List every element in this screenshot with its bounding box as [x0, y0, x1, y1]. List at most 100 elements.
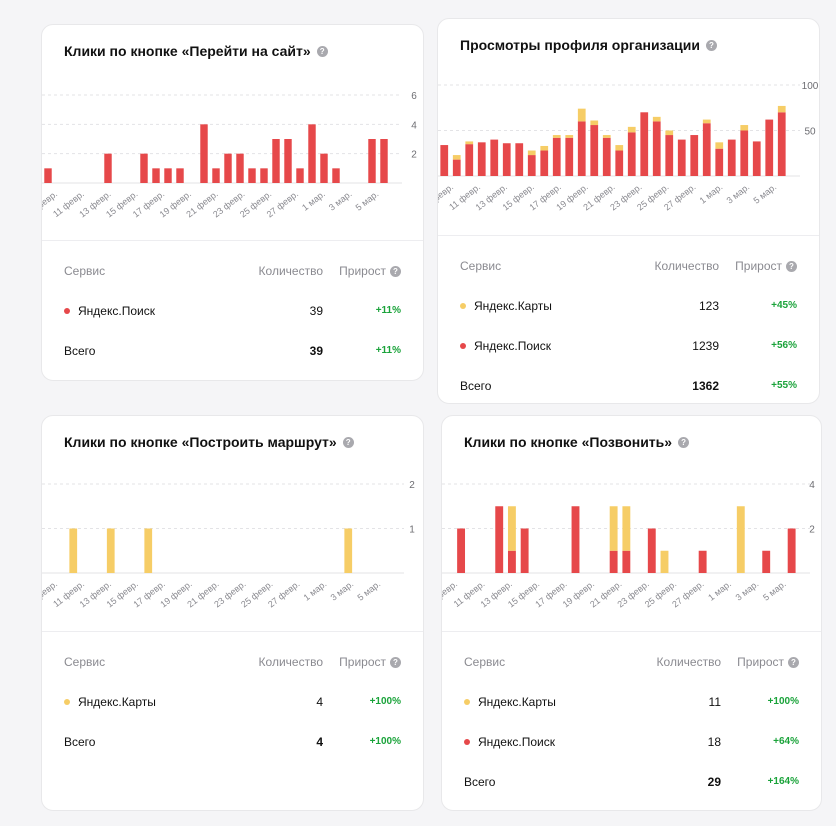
divider: [42, 240, 423, 241]
total-quantity: 1362: [692, 379, 719, 393]
bar: [507, 550, 516, 573]
column-header-service: Сервис: [464, 655, 506, 669]
total-growth: +55%: [771, 380, 797, 391]
column-header-service: Сервис: [460, 259, 502, 273]
question-circle-icon[interactable]: ?: [786, 260, 797, 272]
card-title: Клики по кнопке «Перейти на сайт» ?: [64, 43, 328, 59]
table-header: Сервис Количество Прирост?: [464, 652, 799, 672]
bar: [457, 528, 466, 573]
question-circle-icon[interactable]: ?: [390, 265, 401, 277]
legend-dot-icon: [464, 739, 470, 745]
bar: [622, 550, 631, 573]
bar: [577, 108, 586, 122]
y-tick-label: 2: [809, 525, 815, 536]
table-row: Яндекс.Поиск 39 +11%: [64, 301, 401, 321]
bar: [652, 121, 661, 176]
y-tick-label: 2: [409, 480, 415, 491]
bar: [152, 168, 160, 183]
x-tick-label: 5 мар.: [751, 182, 778, 206]
service-cell: Яндекс.Карты: [64, 692, 156, 712]
bar: [140, 153, 148, 183]
table-row: Яндекс.Поиск 18 +64%: [464, 732, 799, 752]
bar: [565, 135, 574, 138]
bar: [552, 135, 561, 138]
question-circle-icon[interactable]: ?: [390, 656, 401, 668]
y-tick-label: 100: [802, 81, 819, 92]
question-circle-icon[interactable]: ?: [316, 45, 328, 57]
service-cell: Яндекс.Карты: [464, 692, 556, 712]
table-header: Сервис Количество Прирост?: [64, 652, 401, 672]
table-total-row: Всего 1362 +55%: [460, 376, 797, 396]
column-header-growth-label: Прирост: [339, 264, 386, 278]
bar: [540, 150, 549, 176]
x-tick-label: 5 мар.: [761, 579, 788, 603]
quantity-value: 4: [316, 695, 323, 709]
table-total-row: Всего 39 +11%: [64, 341, 401, 361]
legend-dot-icon: [64, 308, 70, 314]
growth-value: +100%: [369, 696, 401, 707]
quantity-value: 123: [698, 299, 719, 313]
bar: [332, 168, 340, 183]
bar: [520, 528, 529, 573]
service-name: Яндекс.Карты: [78, 695, 156, 709]
card-title-text: Клики по кнопке «Перейти на сайт»: [64, 43, 311, 59]
bar: [736, 506, 745, 573]
bar: [677, 139, 686, 176]
bar: [44, 168, 52, 183]
x-tick-label: 3 мар.: [725, 182, 752, 206]
bar: [571, 506, 580, 573]
column-header-quantity: Количество: [654, 259, 719, 273]
bar: [296, 168, 304, 183]
y-tick-label: 2: [411, 150, 417, 161]
question-circle-icon[interactable]: ?: [705, 39, 717, 51]
total-label: Всего: [464, 775, 496, 789]
y-tick-label: 4: [411, 120, 417, 131]
service-name: Яндекс.Поиск: [478, 735, 555, 749]
x-tick-label: 3 мар.: [327, 189, 354, 213]
growth-cell: +56%: [771, 336, 797, 356]
question-circle-icon[interactable]: ?: [678, 436, 690, 448]
bar: [200, 124, 208, 183]
growth-value: +56%: [771, 340, 797, 351]
bar: [740, 125, 749, 131]
bar: [740, 130, 749, 176]
bar: [272, 139, 280, 183]
bar: [665, 130, 674, 136]
table-row: Яндекс.Карты 123 +45%: [460, 296, 797, 316]
legend-dot-icon: [64, 699, 70, 705]
column-header-growth-label: Прирост: [735, 259, 782, 273]
divider: [442, 631, 821, 632]
table-header: Сервис Количество Прирост?: [64, 261, 401, 281]
bar: [236, 153, 244, 183]
bar: [164, 168, 172, 183]
service-cell: Яндекс.Поиск: [460, 336, 551, 356]
growth-cell: +45%: [771, 296, 797, 316]
bar: [602, 137, 611, 176]
service-name: Яндекс.Карты: [478, 695, 556, 709]
bar: [640, 112, 649, 176]
card-profile-views: Просмотры профиля организации ? 50 100 9 ф…: [437, 18, 820, 404]
table-row: Яндекс.Поиск 1239 +56%: [460, 336, 797, 356]
growth-cell: +55%: [771, 376, 797, 396]
total-growth: +164%: [767, 776, 799, 787]
legend-dot-icon: [460, 303, 466, 309]
bar: [380, 139, 388, 183]
bar: [609, 550, 618, 573]
column-header-growth: Прирост?: [339, 652, 401, 672]
bar: [490, 139, 499, 176]
column-header-service: Сервис: [64, 655, 106, 669]
bar: [787, 528, 796, 573]
bar-chart: 129 февр.11 февр.13 февр.15 февр.17 февр…: [42, 480, 415, 609]
bar: [144, 528, 153, 573]
question-circle-icon[interactable]: ?: [342, 436, 354, 448]
bar: [452, 155, 461, 160]
bar: [647, 528, 656, 573]
column-header-growth: Прирост?: [737, 652, 799, 672]
bar: [224, 153, 232, 183]
column-header-growth: Прирост?: [339, 261, 401, 281]
question-circle-icon[interactable]: ?: [788, 656, 799, 668]
card-title: Клики по кнопке «Построить маршрут» ?: [64, 434, 354, 450]
